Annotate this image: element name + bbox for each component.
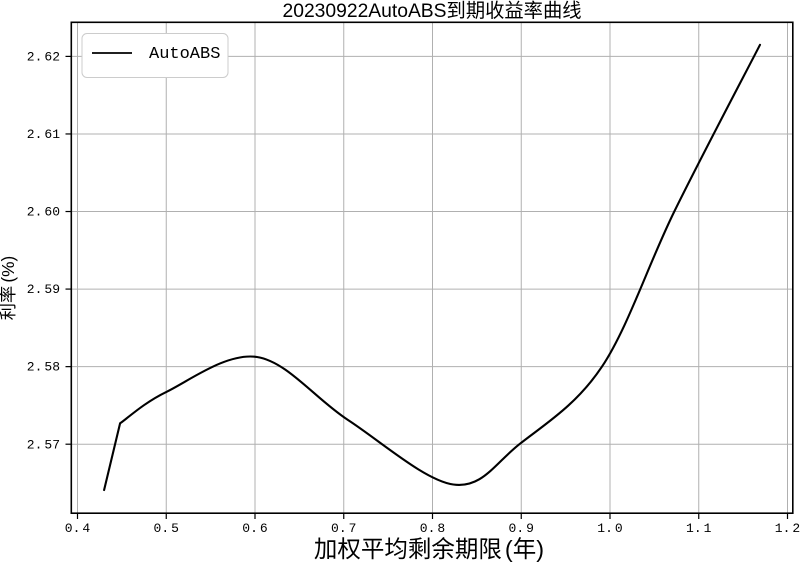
svg-text:0.6: 0. 6 [242,521,267,536]
svg-text:1.1: 1. 1 [686,521,712,536]
svg-text:0.8: 0. 8 [420,521,445,536]
svg-text:0.5: 0. 5 [154,521,179,536]
svg-text:20230922AutoABS到期收益率曲线: 20230922AutoABS到期收益率曲线 [283,0,582,22]
svg-text:0.9: 0. 9 [509,521,534,536]
svg-text:0.4: 0. 4 [65,521,91,536]
svg-text:1.2: 1. 2 [775,521,800,536]
svg-text:AutoABS: AutoABS [149,45,220,64]
svg-text:加权平均剩余期限(年): 加权平均剩余期限 (年) [314,536,544,562]
svg-text:2.61: 2. 61 [27,127,60,142]
svg-text:利率(%): 利率(%) [0,256,18,320]
svg-text:1.0: 1. 0 [597,521,622,536]
svg-text:0.7: 0. 7 [331,521,356,536]
